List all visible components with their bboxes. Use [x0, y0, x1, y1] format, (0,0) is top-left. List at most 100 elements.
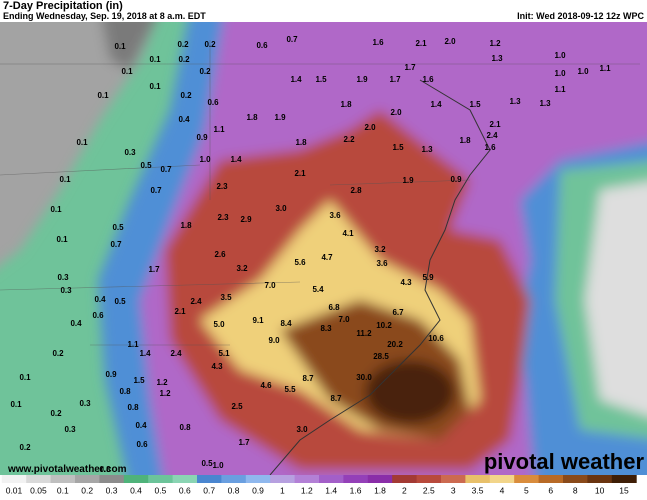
colorbar-label: 5 [524, 485, 529, 495]
map-label: 0.3 [79, 399, 91, 408]
colorbar-label: 3.5 [472, 485, 484, 495]
map [0, 22, 647, 475]
map-label: 1.5 [133, 376, 145, 385]
colorbar-label: 0.9 [252, 485, 264, 495]
map-label: 0.4 [70, 319, 82, 328]
map-label: 1.9 [356, 75, 368, 84]
map-label: 5.5 [284, 385, 296, 394]
map-label: 0.2 [52, 349, 64, 358]
map-label: 28.5 [373, 352, 389, 361]
map-label: 1.4 [230, 155, 242, 164]
map-label: 0.1 [56, 235, 68, 244]
colorbar-label: 1.6 [350, 485, 362, 495]
colorbar-swatch [392, 475, 418, 483]
map-label: 0.2 [178, 55, 190, 64]
map-label: 9.1 [252, 316, 264, 325]
colorbar-label: 10 [595, 485, 605, 495]
map-label: 0.3 [124, 148, 136, 157]
map-label: 3.6 [329, 211, 341, 220]
colorbar-swatch [123, 475, 149, 483]
map-label: 8.3 [320, 324, 332, 333]
map-label: 5.1 [218, 349, 230, 358]
map-label: 1.5 [315, 75, 327, 84]
colorbar-swatch [611, 475, 637, 483]
field-gray [0, 22, 156, 265]
map-label: 1.7 [238, 438, 250, 447]
map-label: 2.0 [390, 108, 402, 117]
map-label: 1.8 [246, 113, 258, 122]
map-label: 0.7 [110, 240, 122, 249]
map-label: 0.4 [178, 115, 190, 124]
colorbar-swatch [197, 475, 222, 483]
map-label: 0.1 [149, 55, 161, 64]
colorbar-swatch [416, 475, 442, 483]
colorbar-label: 0.3 [106, 485, 118, 495]
map-label: 0.8 [119, 387, 131, 396]
map-label: 0.6 [136, 440, 148, 449]
map-label: 0.2 [50, 409, 62, 418]
map-label: 30.0 [356, 373, 372, 382]
map-label: 1.4 [430, 100, 442, 109]
map-label: 2.4 [170, 349, 182, 358]
map-label: 5.0 [213, 320, 225, 329]
colorbar-label: 4 [500, 485, 505, 495]
colorbar-label: 0.05 [30, 485, 47, 495]
coastline [269, 79, 491, 475]
map-label: 1.7 [148, 265, 160, 274]
map-label: 0.1 [97, 91, 109, 100]
map-label: 2.4 [486, 131, 498, 140]
colorbar-swatch [367, 475, 393, 483]
map-label: 9.0 [268, 336, 280, 345]
map-label: 8.4 [280, 319, 292, 328]
colorbar-label: 1.2 [301, 485, 313, 495]
colorbar-swatch [563, 475, 588, 483]
map-label: 0.2 [204, 40, 216, 49]
field-dark-brown [365, 360, 455, 424]
map-label: 8.7 [330, 394, 342, 403]
map-label: 0.1 [121, 67, 133, 76]
colorbar-swatch [245, 475, 271, 483]
map-label: 0.2 [199, 67, 211, 76]
map-label: 0.3 [64, 425, 76, 434]
map-label: 0.8 [127, 403, 139, 412]
map-label: 1.1 [127, 340, 139, 349]
colorbar-swatch [538, 475, 564, 483]
field-dark-gray [102, 22, 154, 70]
map-label: 4.7 [321, 253, 333, 262]
map-label: 0.3 [99, 465, 111, 474]
title: 7-Day Precipitation (in) [3, 0, 123, 12]
map-label: 1.0 [577, 67, 589, 76]
website: www.pivotalweather.com [7, 464, 127, 475]
colorbar-label: 0.01 [6, 485, 23, 495]
map-label: 1.4 [139, 349, 151, 358]
colorbar-swatch [270, 475, 296, 483]
map-label: 1.8 [459, 136, 471, 145]
colorbar-label: 0.4 [130, 485, 142, 495]
colorbar-label: 15 [619, 485, 629, 495]
map-label: 2.1 [489, 120, 501, 129]
logo: pivotal weather [484, 449, 645, 474]
map-label: 3.2 [236, 264, 248, 273]
map-label: 2.3 [216, 182, 228, 191]
colorbar-swatch [50, 475, 76, 483]
map-label: 20.2 [387, 340, 403, 349]
map-label: 0.1 [76, 138, 88, 147]
map-label: 0.1 [114, 42, 126, 51]
map-label: 0.2 [19, 443, 31, 452]
state-lines [0, 40, 640, 346]
map-label: 0.7 [160, 165, 172, 174]
map-label: 2.5 [231, 402, 243, 411]
map-label: 10.6 [428, 334, 444, 343]
colorbar: 0.01 0.05 0.1 0.2 0.3 0.4 0.5 0.6 0.7 0.8 0.9 1 1.2 1… [1, 475, 637, 495]
map-label: 0.5 [112, 223, 124, 232]
colorbar-swatch [172, 475, 198, 483]
map-label: 7.0 [338, 315, 350, 324]
map-label: 1.2 [159, 389, 171, 398]
map-label: 4.1 [342, 229, 354, 238]
map-labels: 0.1 0.2 0.2 0.60.7 1.6 2.1 2.0 1.21.3 1.01.0 1.11… [10, 35, 611, 474]
map-label: 0.1 [10, 400, 22, 409]
map-label: 0.7 [286, 35, 298, 44]
map-label: 1.9 [274, 113, 286, 122]
map-label: 1.6 [484, 143, 496, 152]
